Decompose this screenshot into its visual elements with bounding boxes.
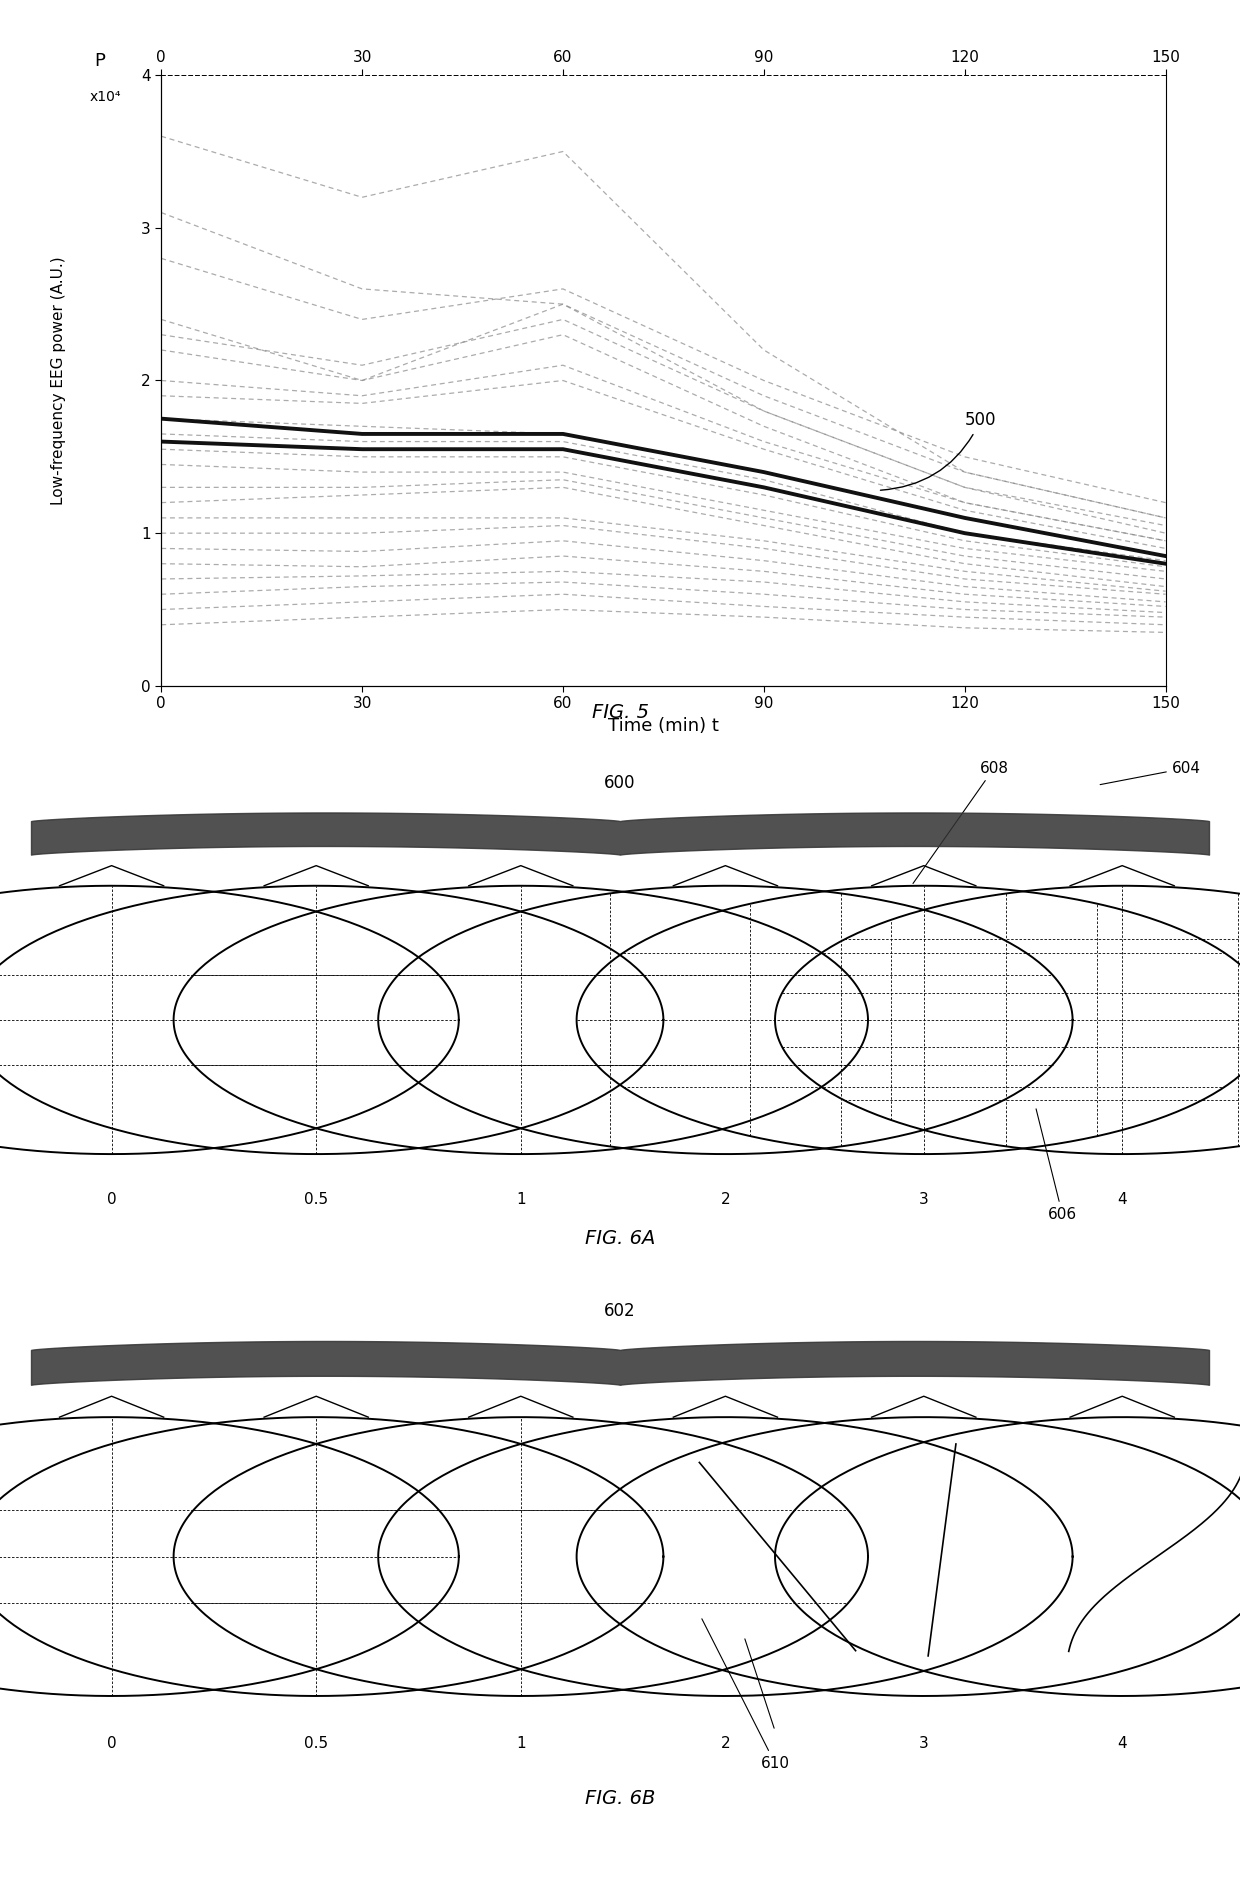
Text: 0: 0: [107, 1736, 117, 1751]
Text: 0.5: 0.5: [304, 1193, 329, 1208]
Text: 604: 604: [1100, 761, 1200, 785]
Text: 608: 608: [913, 761, 1008, 883]
Text: 2: 2: [720, 1193, 730, 1208]
Text: x10⁴: x10⁴: [89, 90, 120, 103]
Text: 3: 3: [919, 1193, 929, 1208]
Text: 610: 610: [702, 1620, 790, 1770]
Text: 0.5: 0.5: [304, 1736, 329, 1751]
Text: 4: 4: [1117, 1193, 1127, 1208]
X-axis label: Time (min) t: Time (min) t: [608, 716, 719, 735]
Text: 606: 606: [1037, 1109, 1076, 1221]
Text: FIG. 6A: FIG. 6A: [585, 1229, 655, 1248]
Text: P: P: [94, 51, 104, 70]
Text: FIG. 6B: FIG. 6B: [585, 1789, 655, 1808]
Text: 1: 1: [516, 1193, 526, 1208]
Y-axis label: Low-frequency EEG power (A.U.): Low-frequency EEG power (A.U.): [51, 256, 66, 505]
Text: 500: 500: [880, 412, 996, 490]
Text: 4: 4: [1117, 1736, 1127, 1751]
Text: 600: 600: [604, 774, 636, 793]
Text: 602: 602: [604, 1302, 636, 1321]
Text: FIG. 5: FIG. 5: [591, 703, 649, 722]
Text: 0: 0: [107, 1193, 117, 1208]
Text: 1: 1: [516, 1736, 526, 1751]
Text: 2: 2: [720, 1736, 730, 1751]
Text: 3: 3: [919, 1736, 929, 1751]
